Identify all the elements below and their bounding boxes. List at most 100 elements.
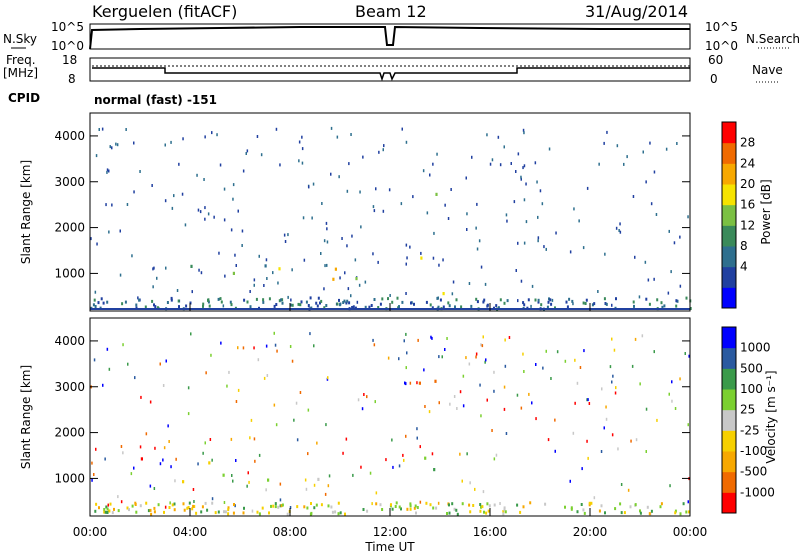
noise-cell: [423, 368, 425, 372]
ground-cell: [323, 306, 326, 310]
noise-cell: [122, 451, 124, 455]
noise-cell: [523, 164, 526, 168]
ground-cell: [173, 508, 176, 512]
noise-cell: [187, 412, 190, 416]
noise-cell: [442, 258, 444, 262]
noise-cell: [520, 177, 522, 181]
noise-cell: [486, 398, 488, 402]
echo-cell: [232, 271, 235, 275]
ground-cell: [451, 502, 454, 506]
noise-cell: [352, 473, 354, 477]
colorbar-tick-label: 25: [740, 403, 755, 417]
ground-cell: [503, 506, 506, 510]
ground-cell: [224, 510, 227, 514]
ground-cell: [188, 501, 191, 505]
noise-cell: [287, 233, 289, 237]
ground-cell: [117, 509, 120, 513]
ground-cell: [598, 509, 601, 513]
noise-cell: [326, 227, 328, 231]
ground-cell: [280, 298, 282, 302]
noise-cell: [679, 235, 681, 239]
ground-cell: [281, 301, 284, 305]
ground-cell: [309, 512, 312, 516]
ground-cell: [482, 300, 485, 304]
ground-cell: [650, 509, 653, 513]
noise-cell: [623, 162, 625, 166]
noise-cell: [266, 277, 268, 280]
nsky-label: N.Sky: [3, 32, 37, 46]
ground-cell: [605, 302, 608, 306]
noise-cell: [520, 175, 522, 179]
noise-cell: [523, 198, 526, 202]
noise-cell: [535, 363, 537, 366]
noise-cell: [369, 471, 372, 475]
ground-cell: [243, 298, 246, 302]
noise-cell: [405, 332, 407, 336]
noise-cell: [480, 343, 482, 347]
ground-cell: [497, 306, 500, 310]
y-tick-label: 4000: [54, 334, 85, 348]
ground-cell: [273, 304, 276, 308]
noise-cell: [687, 423, 689, 427]
noise-cell: [133, 141, 135, 145]
noise-cell: [545, 349, 547, 353]
ground-cell: [232, 511, 235, 515]
noise-cell: [326, 377, 329, 381]
noise-cell: [202, 451, 204, 455]
noise-cell: [327, 376, 329, 380]
noise-cell: [616, 144, 619, 148]
noise-cell: [587, 456, 589, 460]
ground-cell: [135, 303, 138, 307]
ground-cell: [108, 509, 111, 513]
noise-cell: [198, 268, 200, 272]
freq-tick-bottom: 8: [68, 72, 76, 86]
noise-cell: [358, 283, 361, 287]
colorbar-swatch: [722, 430, 736, 452]
x-tick-label: 16:00: [473, 525, 508, 539]
ground-cell: [98, 506, 100, 510]
ground-cell: [604, 511, 606, 515]
time-axis: 00:00 04:00 08:00 12:00 16:00 20:00 00:00: [73, 303, 707, 539]
noise-cell: [350, 133, 352, 136]
ground-cell: [246, 300, 249, 304]
noise-cell: [324, 492, 327, 496]
noise-cell: [311, 216, 313, 220]
power-ylabel: Slant Range [km]: [19, 160, 33, 264]
noise-cell: [363, 393, 365, 396]
noise-cell: [523, 241, 526, 245]
colorbar-swatch: [722, 389, 736, 411]
ground-cell: [588, 501, 591, 505]
ground-cell: [274, 505, 277, 509]
colorbar-swatch: [722, 266, 736, 288]
noise-cell: [431, 452, 434, 456]
noise-cell: [256, 135, 259, 138]
noise-cell: [547, 438, 550, 442]
ground-cell: [400, 507, 402, 511]
noise-cell: [398, 357, 400, 361]
ground-cell: [660, 502, 663, 506]
noise-cell: [235, 264, 237, 267]
ground-cell: [128, 508, 130, 512]
ground-cell: [206, 508, 209, 512]
ground-cell: [483, 510, 485, 514]
velocity-y-ticks: 4000 3000 2000 1000: [54, 334, 690, 485]
noise-cell: [471, 155, 473, 159]
ground-cell: [429, 303, 432, 307]
ground-cell: [485, 511, 488, 515]
noise-cell: [419, 500, 422, 504]
ground-cell: [348, 301, 351, 305]
colorbar-swatch: [722, 368, 736, 390]
noise-cell: [499, 502, 501, 505]
noise-cell: [354, 258, 357, 262]
noise-cell: [131, 254, 133, 258]
noise-cell: [253, 346, 255, 350]
noise-cell: [525, 220, 528, 224]
noise-cell: [405, 382, 407, 386]
noise-cell: [245, 152, 247, 155]
noise-cell: [283, 233, 286, 237]
noise-cell: [405, 262, 407, 266]
noise-cell: [644, 260, 647, 264]
noise-cell: [323, 239, 326, 243]
noise-cell: [275, 423, 278, 427]
noise-cell: [469, 481, 471, 485]
